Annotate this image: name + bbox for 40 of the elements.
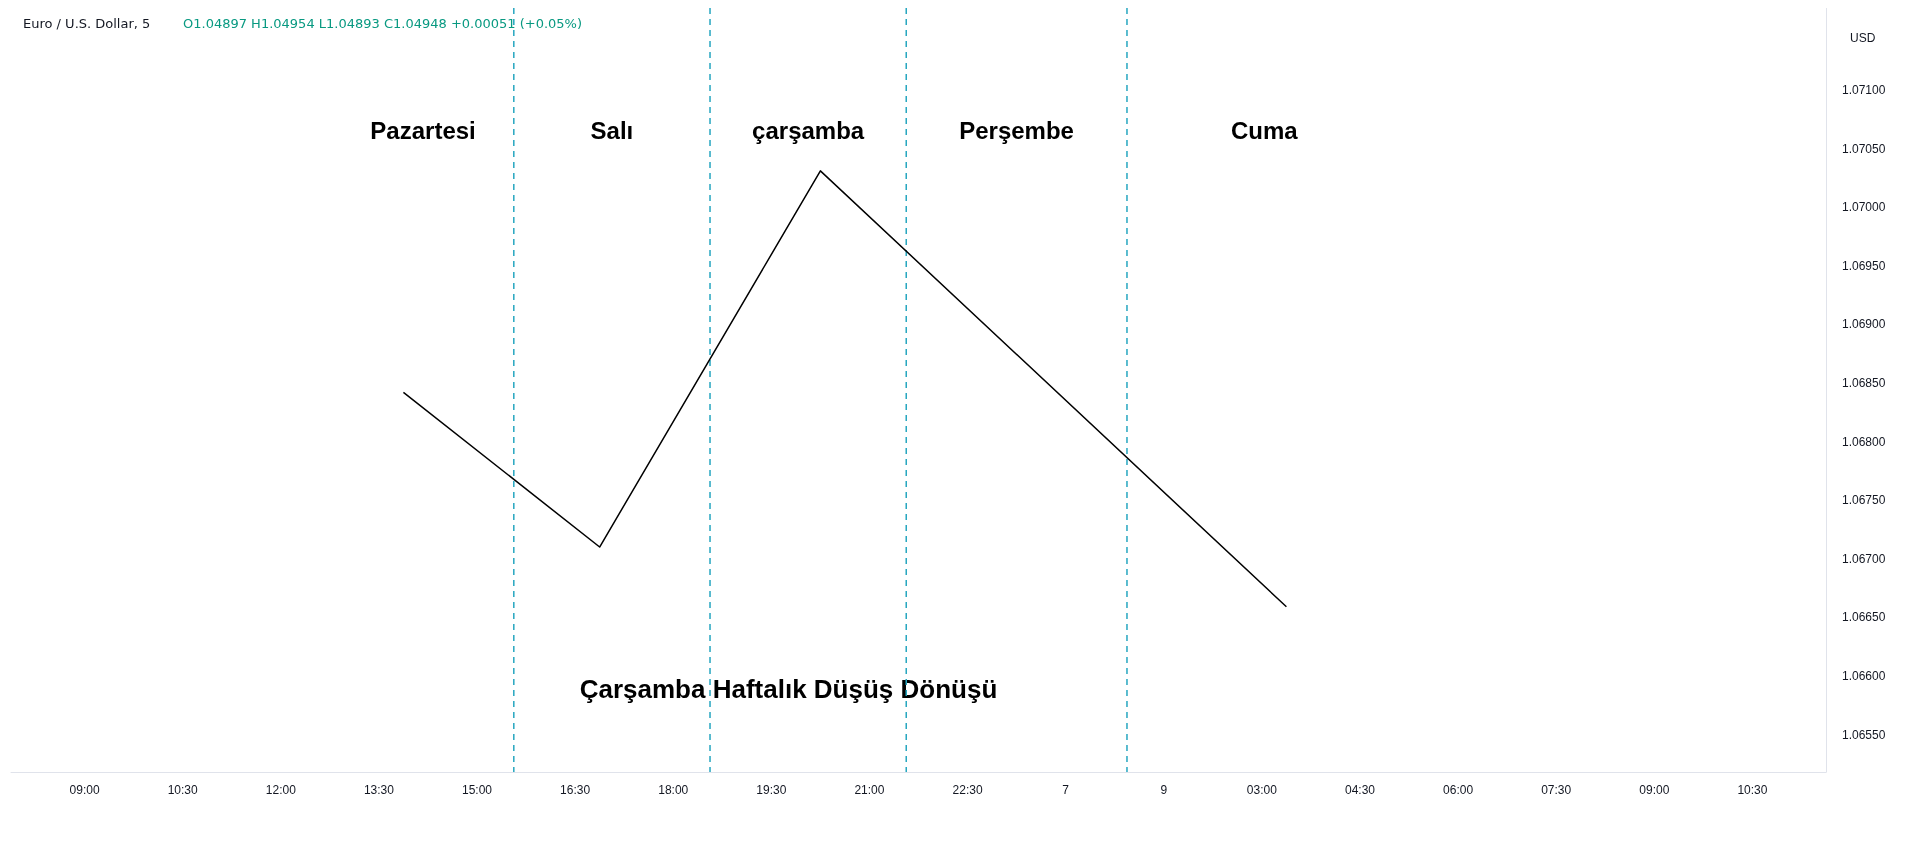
x-tick-label: 22:30 <box>952 783 983 797</box>
y-tick-label: 1.07050 <box>1842 141 1886 156</box>
y-tick-label: 1.06950 <box>1842 258 1886 273</box>
x-tick-label: 10:30 <box>1737 783 1768 797</box>
x-tick-label: 16:30 <box>560 783 591 797</box>
x-tick-label: 9 <box>1160 783 1168 797</box>
annotation: Cuma <box>1230 116 1299 144</box>
y-tick-label: 1.06750 <box>1842 493 1886 508</box>
annotation: Pazartesi <box>370 116 476 144</box>
annotation: Salı <box>590 116 634 144</box>
x-tick-label: 04:30 <box>1344 783 1376 797</box>
y-tick-label: 1.06650 <box>1842 610 1886 625</box>
x-tick-label: 07:30 <box>1541 783 1572 797</box>
x-tick-label: 03:00 <box>1246 783 1278 797</box>
annotation: Çarşamba Haftalık Düşüş Dönüşü <box>579 674 998 704</box>
y-tick-label: 1.07100 <box>1842 83 1886 98</box>
y-tick-label: 1.07000 <box>1842 200 1886 215</box>
x-tick-label: 19:30 <box>756 783 787 797</box>
x-tick-label: 21:00 <box>854 783 885 797</box>
x-tick-label: 15:00 <box>462 783 493 797</box>
text: O1.04897 H1.04954 L1.04893 C1.04948 +0.00051 (+0.05%) <box>183 16 583 31</box>
x-tick-label: 09:00 <box>69 783 100 797</box>
x-tick-label: 7 <box>1062 783 1070 797</box>
y-tick-label: 1.06850 <box>1842 375 1886 390</box>
x-tick-label: 13:30 <box>363 783 395 797</box>
x-tick-label: 09:00 <box>1639 783 1670 797</box>
y-tick-label: 1.06600 <box>1842 668 1886 683</box>
x-tick-label: 06:00 <box>1443 783 1474 797</box>
y-tick-label: 1.06800 <box>1842 434 1886 449</box>
text: Euro / U.S. Dollar, 5 <box>23 16 151 31</box>
annotation: Perşembe <box>959 116 1074 144</box>
x-tick-label: 18:00 <box>658 783 689 797</box>
line-series <box>402 170 1288 608</box>
y-axis-title: USD <box>1850 31 1876 45</box>
annotation: çarşamba <box>752 116 865 144</box>
x-tick-label: 12:00 <box>265 783 297 797</box>
x-tick-label: 10:30 <box>167 783 199 797</box>
y-tick-label: 1.06900 <box>1842 317 1886 332</box>
y-tick-label: 1.06700 <box>1842 551 1886 566</box>
y-tick-label: 1.06550 <box>1842 727 1886 742</box>
